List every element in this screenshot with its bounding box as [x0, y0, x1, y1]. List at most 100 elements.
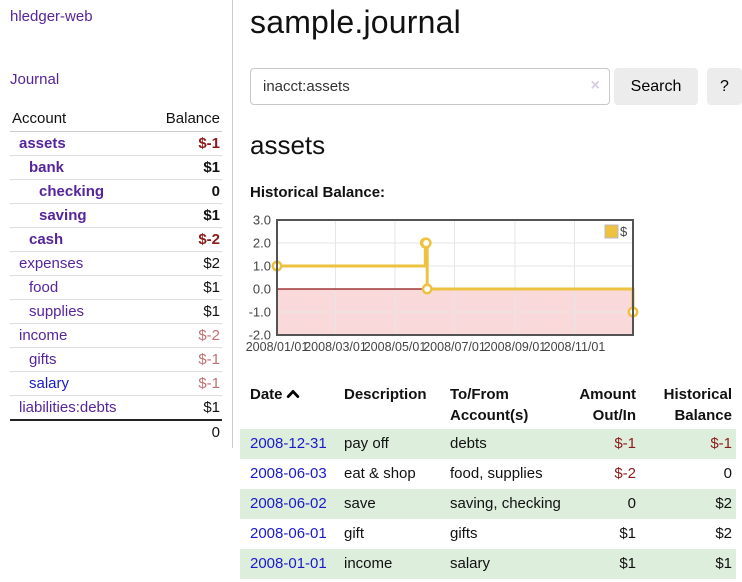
account-row: checking 0: [10, 179, 222, 204]
amount-cell: 0: [627, 495, 636, 512]
transaction-date-link[interactable]: 2008-12-31: [250, 435, 327, 452]
sort-ascending-icon: [286, 390, 299, 398]
transaction-row: 2008-06-01 gift gifts $1 $2: [240, 519, 736, 549]
balance-cell: $2: [715, 525, 732, 542]
account-link[interactable]: saving: [39, 207, 87, 224]
account-balance: $1: [147, 203, 222, 228]
account-link[interactable]: food: [29, 279, 59, 296]
app-title-link[interactable]: hledger-web: [10, 8, 93, 25]
account-link[interactable]: checking: [39, 183, 105, 200]
account-balance: $-2: [147, 227, 222, 252]
account-row: liabilities:debts $1: [10, 395, 222, 421]
account-link[interactable]: salary: [29, 375, 70, 392]
transactions-header-row: Date Description To/From Account(s) Amou…: [240, 381, 736, 429]
legend-swatch: [604, 224, 619, 239]
transaction-row: 2008-12-31 pay off debts $-1 $-1: [240, 429, 736, 459]
search-input[interactable]: [250, 68, 610, 105]
account-balance: $2: [147, 251, 222, 276]
transactions-table: Date Description To/From Account(s) Amou…: [240, 381, 736, 579]
account-balance: $-1: [147, 371, 222, 396]
balance-cell: $1: [715, 555, 732, 572]
x-axis-tick-label: 2008/09/01: [484, 340, 547, 354]
account-link[interactable]: gifts: [29, 351, 57, 368]
account-link[interactable]: income: [19, 327, 68, 344]
account-row: supplies $1: [10, 299, 222, 324]
main-content: sample.journal × Search ? assets Histori…: [240, 0, 742, 579]
account-balance: $-1: [147, 347, 222, 372]
account-balance: $1: [147, 275, 222, 300]
legend-label: $: [620, 224, 628, 239]
x-axis-tick-label: 2008/05/01: [364, 340, 427, 354]
x-axis-tick-label: 2008/11/01: [544, 340, 606, 354]
transaction-date-link[interactable]: 2008-06-01: [250, 525, 327, 542]
accounts-col-account: Account: [10, 107, 148, 132]
account-link[interactable]: cash: [29, 231, 64, 248]
transaction-row: 2008-06-03 eat & shop food, supplies $-2 0: [240, 459, 736, 489]
amount-cell: $-2: [614, 465, 636, 482]
col-accounts: To/From Account(s): [450, 386, 529, 424]
description-cell: eat & shop: [344, 465, 416, 482]
accounts-cell: gifts: [450, 525, 478, 542]
transaction-date-link[interactable]: 2008-01-01: [250, 555, 327, 572]
sidebar-item-journal[interactable]: Journal: [10, 71, 60, 88]
account-link[interactable]: bank: [29, 159, 65, 176]
balance-cell: 0: [723, 465, 732, 482]
account-row: food $1: [10, 275, 222, 300]
col-amount: Amount Out/In: [579, 386, 636, 424]
col-description: Description: [344, 386, 427, 403]
accounts-cell: debts: [450, 435, 487, 452]
accounts-table: Account Balance assets $-1 bank $1 checking 0…: [10, 107, 222, 444]
help-button[interactable]: ?: [707, 68, 742, 105]
search-form: × Search ?: [250, 68, 742, 105]
account-row: saving $1: [10, 203, 222, 228]
account-link[interactable]: assets: [19, 135, 66, 152]
description-cell: save: [344, 495, 376, 512]
transaction-date-link[interactable]: 2008-06-03: [250, 465, 327, 482]
y-axis-tick-label: -1.0: [249, 305, 271, 320]
amount-cell: $1: [619, 555, 636, 572]
account-row: gifts $-1: [10, 347, 222, 372]
amount-cell: $1: [619, 525, 636, 542]
account-row: income $-2: [10, 323, 222, 348]
transaction-row: 2008-01-01 income salary $1 $1: [240, 549, 736, 579]
col-date-sortable[interactable]: Date: [240, 381, 344, 429]
y-axis-tick-label: 3.0: [253, 213, 271, 228]
account-link[interactable]: expenses: [19, 255, 84, 272]
accounts-total-row: 0: [10, 419, 222, 444]
x-axis-tick-label: 2008/07/01: [423, 340, 486, 354]
chart-canvas[interactable]: 3.0 2.0 1.0 0.0 -1.0 -2.02008/01/012008/03/01…: [240, 212, 740, 358]
account-row: expenses $2: [10, 251, 222, 276]
sidebar: hledger-web Journal Account Balance asse…: [0, 0, 233, 448]
balance-cell: $-1: [710, 435, 732, 452]
search-button[interactable]: Search: [614, 68, 698, 105]
account-balance: $1: [147, 155, 222, 180]
clear-search-icon[interactable]: ×: [590, 77, 600, 94]
account-link[interactable]: supplies: [29, 303, 85, 320]
account-row: assets $-1: [10, 131, 222, 156]
y-axis-tick-label: 1.0: [253, 259, 271, 274]
account-balance: $1: [147, 395, 222, 421]
amount-cell: $-1: [614, 435, 636, 452]
accounts-total-value: 0: [147, 419, 222, 444]
transaction-date-link[interactable]: 2008-06-02: [250, 495, 327, 512]
transaction-row: 2008-06-02 save saving, checking 0 $2: [240, 489, 736, 519]
account-balance: $1: [147, 299, 222, 324]
historical-balance-chart[interactable]: 3.0 2.0 1.0 0.0 -1.0 -2.0 2008/01/01 2008/03/01…: [240, 212, 742, 363]
data-point-marker: [420, 237, 432, 249]
account-row: bank $1: [10, 155, 222, 180]
accounts-cell: food, supplies: [450, 465, 543, 482]
account-balance: 0: [147, 179, 222, 204]
x-axis-tick-label: 2008/01/01: [246, 340, 309, 354]
account-row: cash $-2: [10, 227, 222, 252]
accounts-cell: saving, checking: [450, 495, 561, 512]
accounts-cell: salary: [450, 555, 491, 572]
account-heading: assets: [250, 130, 326, 160]
balance-cell: $2: [715, 495, 732, 512]
description-cell: gift: [344, 525, 365, 542]
y-axis-tick-label: 0.0: [253, 282, 271, 297]
account-link[interactable]: liabilities:debts: [19, 399, 117, 416]
y-axis-tick-label: 2.0: [253, 236, 271, 251]
accounts-col-balance: Balance: [147, 107, 222, 132]
x-axis-tick-label: 2008/03/01: [304, 340, 367, 354]
chart-section-label: Historical Balance:: [250, 184, 386, 201]
